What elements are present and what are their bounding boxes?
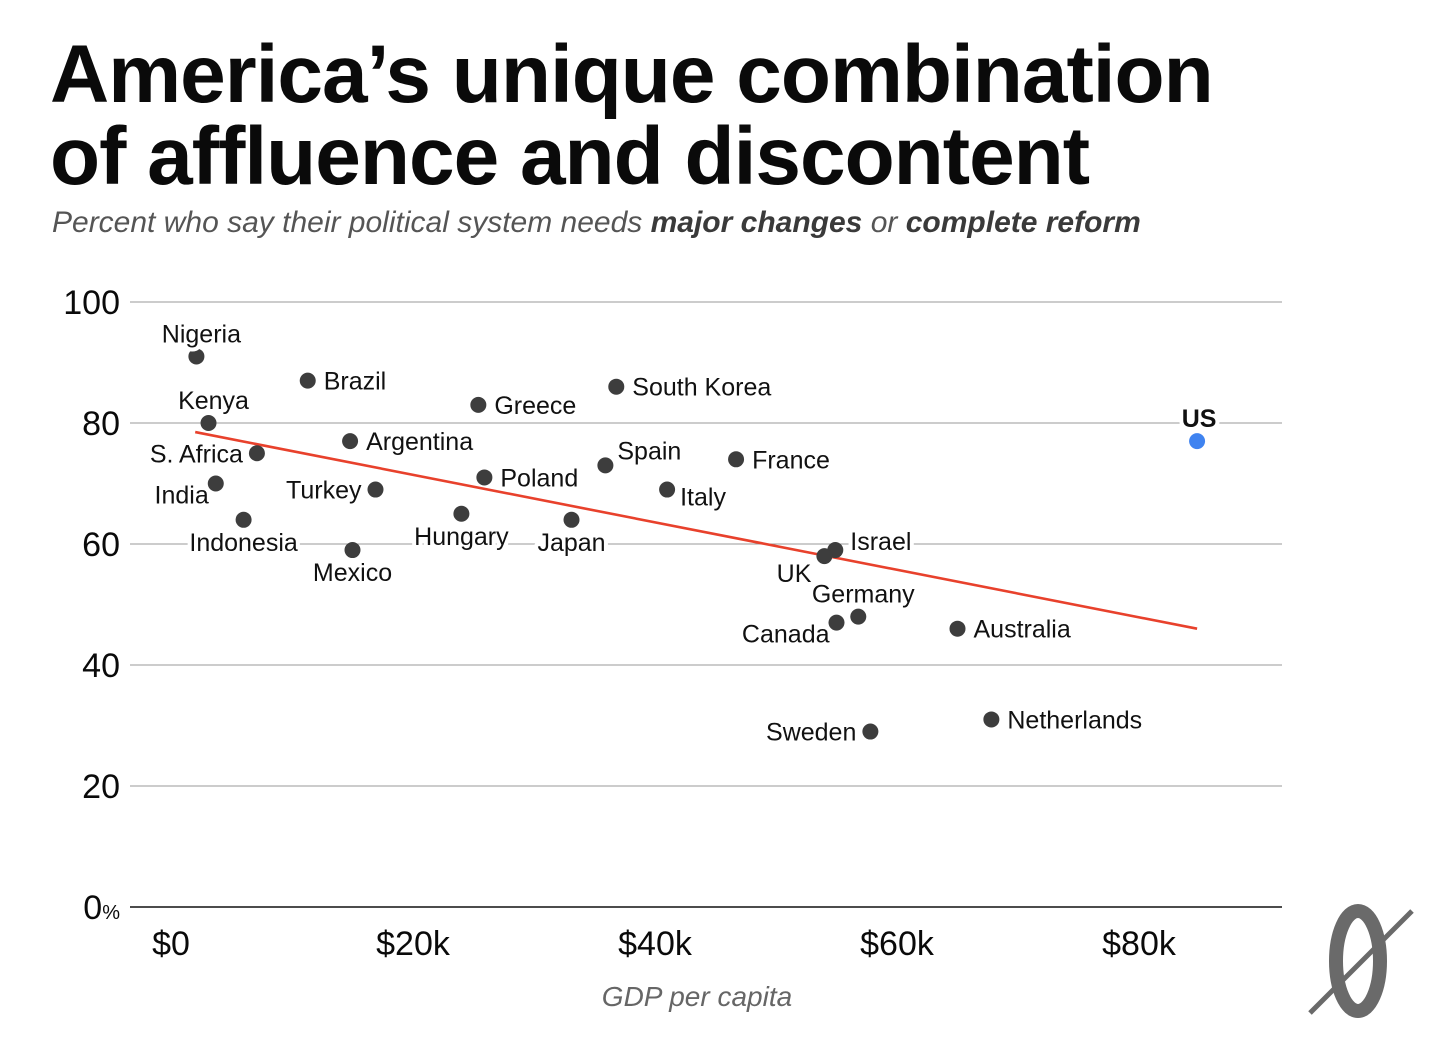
point-india xyxy=(207,475,224,492)
label-argentina: Argentina xyxy=(366,428,473,456)
point-spain xyxy=(597,457,614,474)
label-south-korea: South Korea xyxy=(632,374,771,402)
y-tick-label-100: 100 xyxy=(63,284,120,322)
x-tick-label-60000: $60k xyxy=(860,925,935,963)
x-tick-label-20000: $20k xyxy=(376,925,451,963)
y-tick-suffix: % xyxy=(102,902,120,924)
gridlines xyxy=(130,301,1282,908)
label-india: India xyxy=(155,482,209,510)
label-sweden: Sweden xyxy=(766,719,856,747)
point-greece xyxy=(470,396,487,413)
point-mexico xyxy=(344,542,361,559)
point-nigeria xyxy=(188,348,205,365)
point-japan xyxy=(563,511,580,528)
point-brazil xyxy=(299,372,316,389)
point-us xyxy=(1189,433,1206,450)
label-canada: Canada xyxy=(742,621,830,649)
label-israel: Israel xyxy=(850,528,911,556)
point-argentina xyxy=(342,433,359,450)
label-uk: UK xyxy=(777,560,812,588)
label-australia: Australia xyxy=(974,616,1071,644)
x-axis-label: GDP per capita xyxy=(602,981,792,1012)
point-italy xyxy=(659,481,676,498)
point-kenya xyxy=(200,415,217,431)
label-italy: Italy xyxy=(680,484,726,512)
y-tick-label-0: 0% xyxy=(83,889,120,927)
point-indonesia xyxy=(235,511,252,528)
label-japan: Japan xyxy=(537,529,605,557)
label-france: France xyxy=(752,446,830,474)
point-france xyxy=(728,451,745,468)
x-tick-label-0: $0 xyxy=(152,925,190,963)
chart-title: America’s unique combination of affluenc… xyxy=(50,34,1450,198)
point-canada xyxy=(828,614,845,631)
point-south-korea xyxy=(608,378,625,395)
label-kenya: Kenya xyxy=(178,387,249,415)
point-s-africa xyxy=(248,445,265,462)
label-brazil: Brazil xyxy=(324,368,387,396)
point-uk xyxy=(816,548,833,565)
chart-title-line-1: America’s unique combination xyxy=(50,29,1214,120)
point-hungary xyxy=(453,505,470,522)
chart-title-line-2: of affluence and discontent xyxy=(50,111,1090,202)
point-netherlands xyxy=(983,711,1000,728)
y-axis-ticks: 0% 20 40 60 80 100 xyxy=(63,284,120,927)
y-tick-label-60: 60 xyxy=(82,526,120,564)
label-indonesia: Indonesia xyxy=(189,529,298,557)
x-tick-label-40000: $40k xyxy=(618,925,693,963)
y-tick-label-80: 80 xyxy=(82,405,120,443)
subtitle-emphasis-2: complete reform xyxy=(905,206,1141,239)
label-turkey: Turkey xyxy=(286,477,362,505)
trend-line xyxy=(194,430,1198,630)
label-nigeria: Nigeria xyxy=(162,320,241,348)
label-us: US xyxy=(1182,405,1217,433)
label-s-africa: S. Africa xyxy=(150,440,243,468)
y-tick-label-20: 20 xyxy=(82,768,120,806)
x-tick-label-80000: $80k xyxy=(1102,925,1177,963)
label-netherlands: Netherlands xyxy=(1007,706,1142,734)
point-turkey xyxy=(367,481,384,498)
x-axis-ticks: $0 $20k $40k $60k $80k xyxy=(152,925,1177,963)
point-australia xyxy=(949,620,966,637)
point-poland xyxy=(476,469,493,486)
data-labels: Nigeria Brazil Kenya S. Africa India Indonesi… xyxy=(146,316,1221,750)
subtitle-text-1: Percent who say their political system n… xyxy=(52,206,651,239)
label-hungary: Hungary xyxy=(414,523,509,551)
chart-subtitle: Percent who say their political system n… xyxy=(52,206,1141,240)
label-mexico: Mexico xyxy=(313,559,392,587)
label-greece: Greece xyxy=(494,392,576,420)
publisher-logo-icon xyxy=(1308,904,1414,1018)
subtitle-text-2: or xyxy=(862,206,906,239)
subtitle-emphasis-1: major changes xyxy=(650,206,863,239)
label-spain: Spain xyxy=(617,437,681,465)
label-poland: Poland xyxy=(500,464,578,492)
trend-line-group xyxy=(194,430,1198,630)
point-sweden xyxy=(862,723,879,740)
point-germany xyxy=(850,608,867,625)
data-points xyxy=(188,348,1206,740)
y-tick-label-40: 40 xyxy=(82,647,120,685)
label-germany: Germany xyxy=(812,581,915,609)
